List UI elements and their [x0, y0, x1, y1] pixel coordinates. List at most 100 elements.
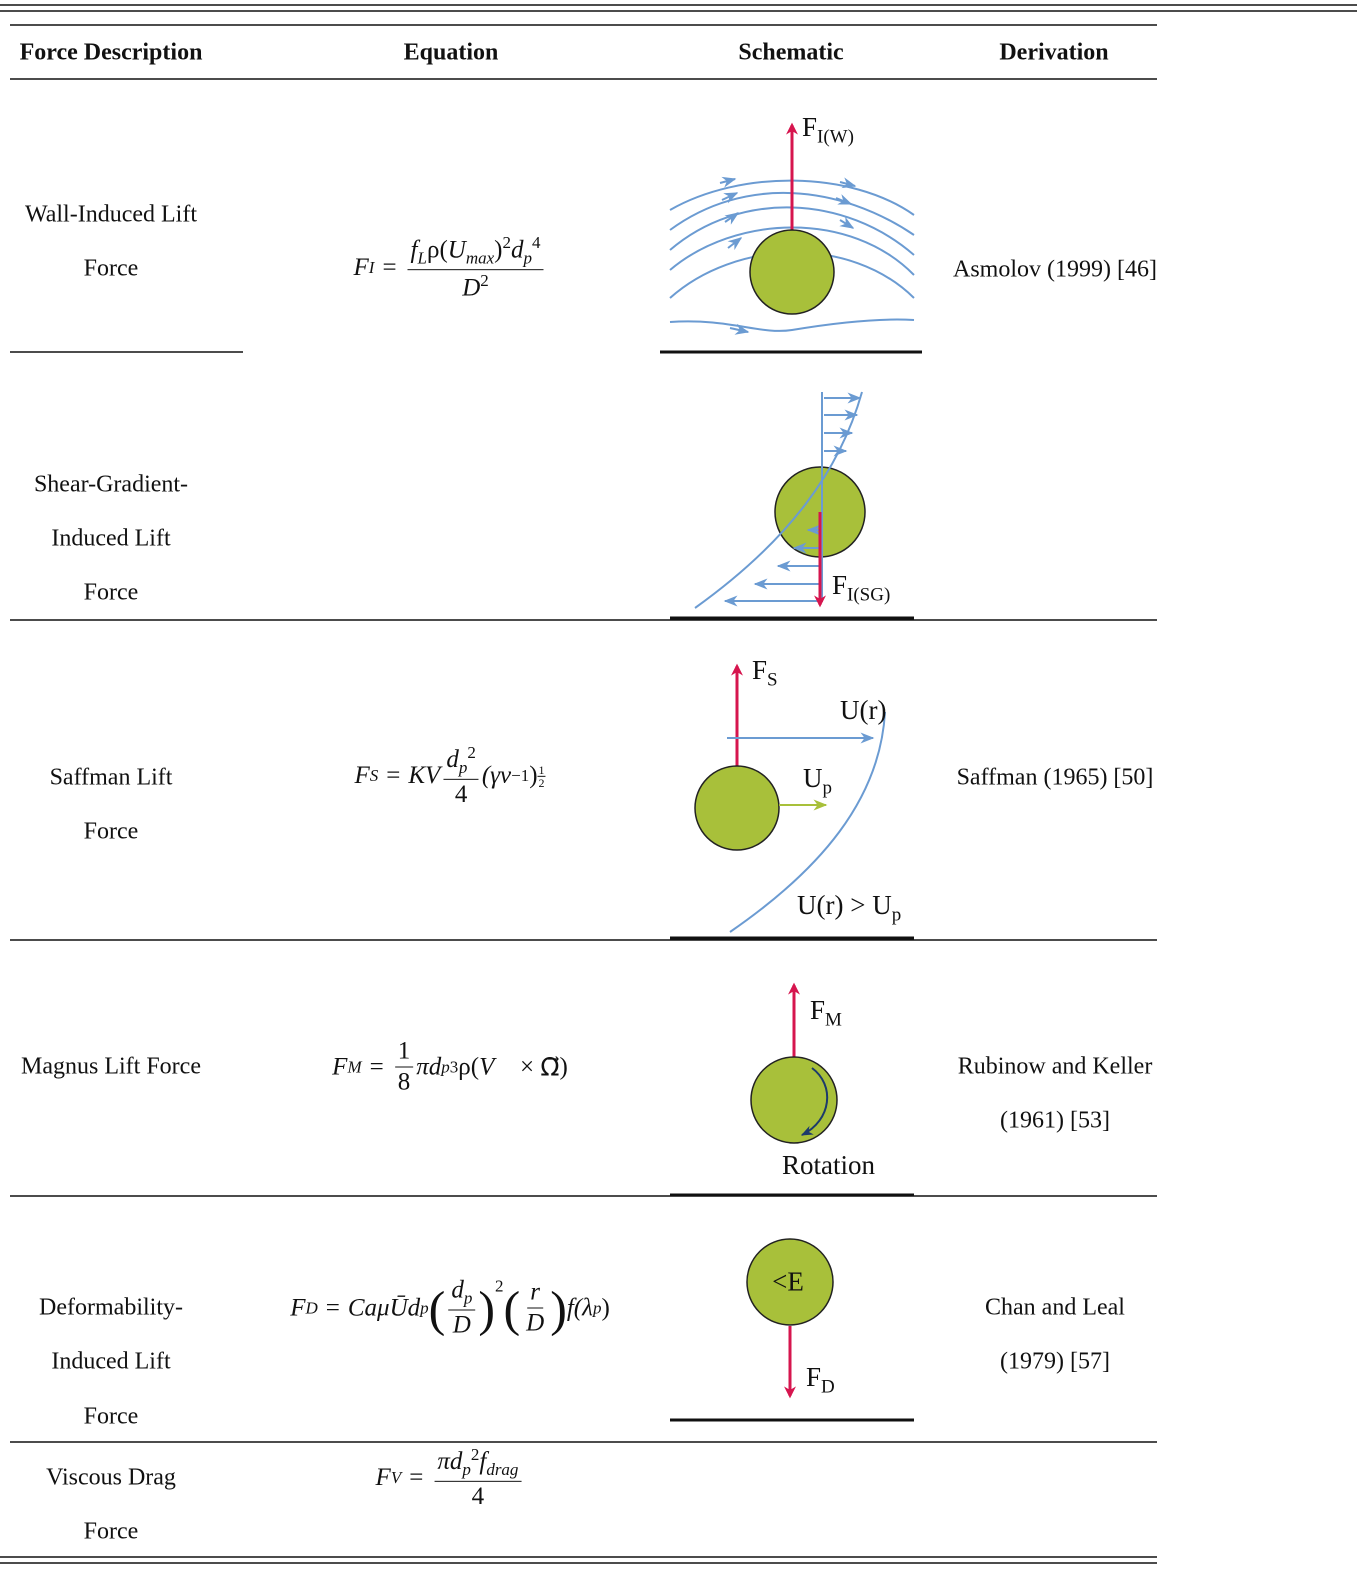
graphic: D2 [459, 271, 492, 303]
force-description: Force [84, 819, 139, 846]
equation-token: F [752, 655, 767, 685]
equation-token: S [767, 669, 778, 690]
force-description: Viscous Drag [46, 1465, 176, 1492]
equation-token: ) [529, 762, 537, 790]
force-description: Force [84, 580, 139, 607]
equation-token: U(r) > U [797, 890, 892, 920]
equation-token: d [451, 1277, 464, 1304]
graphic [728, 238, 741, 248]
force-description: Induced Lift [51, 1349, 170, 1376]
equation-token: U [803, 763, 823, 793]
equation-token: p [441, 1057, 450, 1076]
equation-token: ) [550, 1283, 567, 1333]
graphic: 12 [538, 763, 546, 788]
schematic-label: U(r) > Up [797, 890, 901, 926]
force-description: Magnus Lift Force [21, 1054, 201, 1081]
equation-token: p [593, 1298, 602, 1317]
graphic: p [464, 1289, 473, 1308]
column-header: Force Description [20, 40, 203, 67]
graphic: V [391, 1468, 401, 1488]
equation-token: = [370, 1053, 384, 1081]
table-graphics [0, 0, 1357, 1574]
graphic: r [527, 1279, 543, 1309]
force-description: Force [84, 1404, 139, 1431]
equation-token: 4 [452, 780, 471, 809]
equation-token: D [453, 1312, 471, 1339]
graphic [695, 766, 779, 850]
graphic: p [593, 1298, 602, 1318]
equation-token: 2 [480, 272, 489, 291]
equation-token: S [370, 766, 379, 785]
equation-token: d [511, 237, 524, 264]
graphic: πdp2fdrag [434, 1445, 521, 1482]
graphic: drag [486, 1460, 518, 1479]
equation-token: 1 [395, 1038, 414, 1068]
equation-token: p [464, 1289, 473, 1308]
force-description: Shear-Gradient- [34, 472, 188, 499]
derivation: (1961) [53] [1000, 1108, 1110, 1135]
force-description: Deformability- [39, 1295, 183, 1322]
equation-token: 2 [495, 1277, 504, 1297]
equation-token: F [802, 112, 817, 142]
graphic: fLρ(Umax)2dp4 [408, 233, 544, 270]
graphic: dp24 [443, 743, 479, 809]
equation-token: r [530, 1279, 540, 1306]
equation-token: p [524, 249, 533, 268]
force-description: Saffman Lift [50, 765, 173, 792]
column-header: Schematic [738, 40, 843, 67]
equation-token: ) [601, 1294, 609, 1322]
schematic-label: FD [806, 1362, 835, 1398]
equation-token: f [479, 1448, 486, 1475]
graphic: max [466, 249, 494, 268]
equation-token: D [821, 1376, 835, 1397]
equation-token: F [354, 762, 369, 790]
page: FI(W) FI(SG) FS U(r) Up U(r) > Up FM Rot… [0, 0, 1357, 1574]
equation-token: ρ( [427, 237, 448, 264]
schematic-label: FM [810, 995, 842, 1031]
graphic: πdp2fdrag4 [434, 1445, 521, 1511]
equation-token: D [526, 1310, 544, 1337]
equation: FS=KV dp24 (γν−1)12 [354, 743, 545, 809]
equation-token: (γν [482, 762, 511, 790]
equation-token: p [823, 777, 833, 798]
equation-token: F [353, 254, 368, 282]
graphic: p [524, 249, 533, 268]
graphic [751, 1057, 837, 1143]
equation-token: πd [416, 1053, 441, 1081]
equation-token: = [382, 254, 396, 282]
graphic [670, 319, 914, 330]
schematic-label: FS [752, 655, 778, 691]
equation-token: D [305, 1298, 317, 1317]
graphic: S [370, 766, 379, 786]
equation-token: V [391, 1468, 401, 1487]
equation-token: ( [503, 1283, 520, 1333]
equation-token: 2 [539, 776, 545, 788]
equation-token: 1 [538, 763, 546, 776]
equation-token: 4 [469, 1482, 488, 1511]
equation-token: max [466, 249, 494, 268]
equation-token: F [290, 1294, 305, 1322]
equation-token: U [448, 237, 466, 264]
equation-token: ) [560, 1053, 568, 1081]
equation-token: ( [429, 1283, 446, 1333]
equation-token: 2 [503, 233, 512, 252]
equation-token: 3 [450, 1057, 459, 1077]
column-header: Equation [404, 40, 499, 67]
schematic-label: U(r) [840, 695, 886, 726]
equation-token: KV [408, 762, 440, 790]
graphic: M [347, 1057, 361, 1077]
equation-token: p [459, 758, 468, 777]
equation-token: D [462, 275, 480, 302]
derivation: Chan and Leal [985, 1295, 1125, 1322]
graphic: dp [448, 1277, 475, 1311]
schematic-label: FI(SG) [832, 570, 890, 606]
graphic: D [450, 1311, 474, 1340]
graphic: D [305, 1298, 317, 1318]
equation-token: = [409, 1464, 423, 1492]
equation-token: πd [437, 1448, 462, 1475]
equation-token: = [386, 762, 400, 790]
